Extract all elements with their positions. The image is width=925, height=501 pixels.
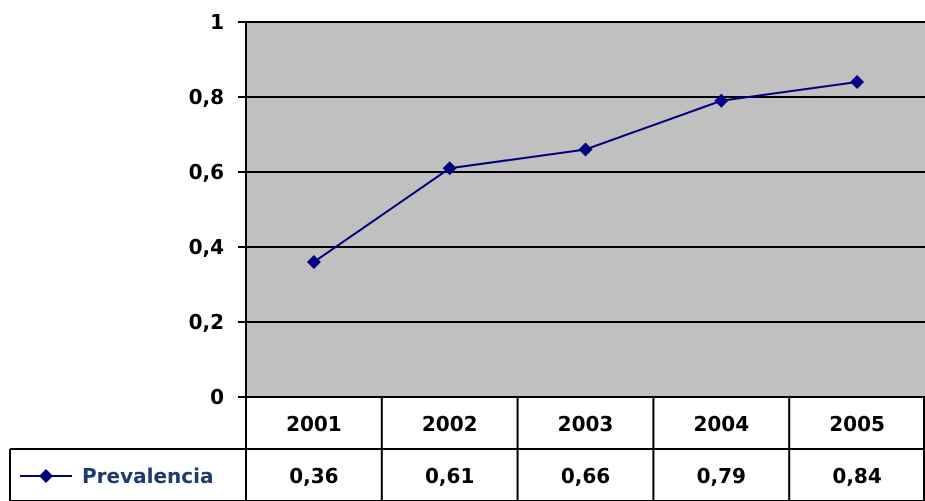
y-tick-label: 0 (210, 385, 224, 409)
y-tick-label: 0,4 (189, 235, 224, 259)
data-point (442, 161, 457, 176)
y-tick-label: 0,8 (189, 85, 224, 109)
legend-marker-icon (39, 469, 53, 483)
data-point (578, 142, 593, 157)
data-value-label: 0,79 (697, 464, 746, 488)
x-category-label: 2001 (286, 412, 342, 436)
series-prevalencia (306, 75, 865, 269)
data-point (306, 255, 321, 269)
y-tick-label: 1 (210, 10, 224, 34)
y-axis: 0 0,2 0,4 0,6 0,8 1 (189, 10, 247, 409)
data-value-label: 0,36 (289, 464, 338, 488)
data-value-label: 0,66 (561, 464, 610, 488)
data-table: 2001 0,36 2002 0,61 2003 0,66 2004 0,79 2005 0,84… (9, 396, 925, 501)
x-category-label: 2002 (422, 412, 478, 436)
x-category-label: 2003 (558, 412, 614, 436)
y-tick-label: 0,2 (189, 310, 224, 334)
data-value-label: 0,84 (832, 464, 881, 488)
data-point (850, 75, 865, 89)
plot-area (246, 22, 925, 397)
legend-label: Prevalencia (82, 464, 213, 488)
data-value-label: 0,61 (425, 464, 474, 488)
x-category-label: 2005 (829, 412, 885, 436)
x-category-label: 2004 (693, 412, 749, 436)
data-point (714, 93, 729, 108)
y-tick-label: 0,6 (189, 160, 224, 184)
